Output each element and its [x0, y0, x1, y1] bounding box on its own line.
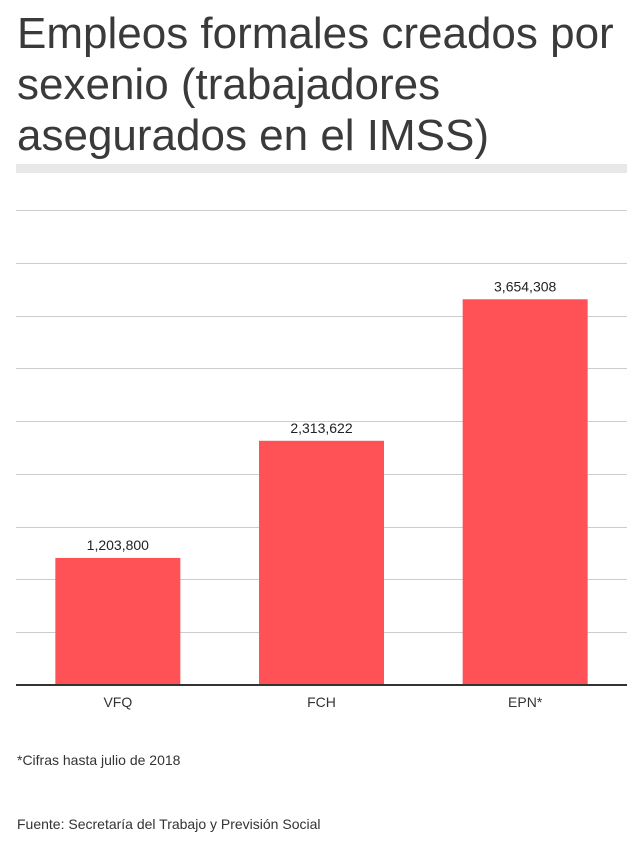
- bar-value-label: 3,654,308: [494, 278, 556, 294]
- bar-fch: [259, 440, 384, 685]
- bar-chart: 1,203,800 VFQ 2,313,622 FCH 3,654,308 EPN*: [0, 190, 640, 720]
- x-tick-label: FCH: [307, 694, 336, 710]
- x-tick-label: VFQ: [103, 694, 132, 710]
- chart-title: Empleos formales creados por sexenio (tr…: [17, 9, 614, 160]
- x-tick-label: EPN*: [508, 694, 543, 710]
- bar-value-label: 1,203,800: [87, 537, 149, 553]
- footnote: *Cifras hasta julio de 2018: [17, 752, 181, 768]
- source-note: Fuente: Secretaría del Trabajo y Previsi…: [17, 816, 321, 832]
- bar-chart-svg: 1,203,800 VFQ 2,313,622 FCH 3,654,308 EPN*: [16, 210, 627, 710]
- bar-value-label: 2,313,622: [290, 420, 352, 436]
- bar-epn: [462, 299, 588, 685]
- bar-vfq: [55, 557, 181, 685]
- title-divider: [16, 164, 627, 173]
